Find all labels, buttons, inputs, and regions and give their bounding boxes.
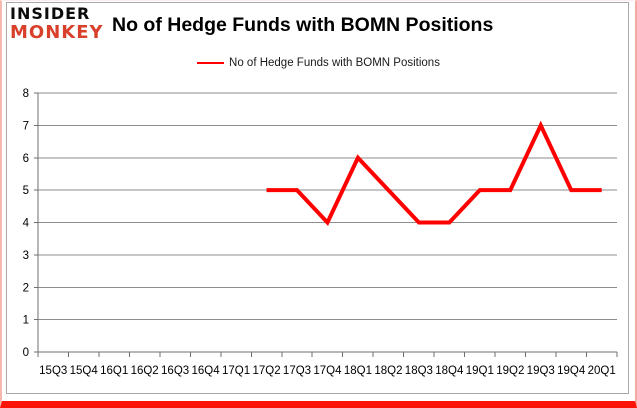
y-tick-label: 7	[23, 120, 29, 132]
x-tick-label: 18Q3	[405, 365, 433, 377]
x-tick-label: 17Q4	[313, 365, 342, 377]
x-tick-label: 17Q3	[283, 365, 311, 377]
x-tick-label: 18Q2	[374, 365, 402, 377]
y-tick-label: 2	[23, 282, 29, 294]
chart-area-frame	[6, 2, 629, 394]
chart-title: No of Hedge Funds with BOMN Positions	[112, 14, 494, 36]
x-tick-label: 16Q3	[161, 365, 189, 377]
x-tick-label: 20Q1	[588, 365, 616, 377]
x-tick-label: 16Q4	[192, 365, 221, 377]
y-tick-label: 6	[23, 153, 29, 165]
y-tick-label: 4	[23, 218, 30, 230]
logo-line1: INSIDER	[10, 4, 91, 23]
x-tick-label: 15Q4	[70, 365, 99, 377]
series-line	[266, 120, 602, 227]
x-tick-label: 15Q3	[39, 365, 67, 377]
legend-label: No of Hedge Funds with BOMN Positions	[229, 56, 440, 69]
x-tick-label: 19Q2	[496, 365, 524, 377]
x-tick-label: 19Q4	[557, 365, 586, 377]
x-tick-label: 18Q1	[344, 365, 372, 377]
y-tick-label: 0	[23, 347, 29, 359]
x-tick-label: 16Q2	[131, 365, 159, 377]
x-tick-label: 19Q3	[527, 365, 555, 377]
chart-legend: No of Hedge Funds with BOMN Positions	[0, 55, 637, 70]
y-tick-label: 3	[23, 250, 29, 262]
y-tick-label: 5	[23, 185, 29, 197]
insider-monkey-logo: INSIDER MONKEY	[10, 6, 104, 42]
x-tick-label: 18Q4	[435, 365, 464, 377]
x-tick-label: 17Q2	[252, 365, 280, 377]
x-tick-label: 16Q1	[100, 365, 128, 377]
x-tick-label: 17Q1	[222, 365, 250, 377]
legend-line-swatch-icon	[197, 61, 225, 64]
y-tick-label: 1	[23, 315, 29, 327]
logo-line2: MONKEY	[10, 22, 104, 43]
x-tick-label: 19Q1	[466, 365, 494, 377]
y-tick-label: 8	[23, 88, 29, 100]
